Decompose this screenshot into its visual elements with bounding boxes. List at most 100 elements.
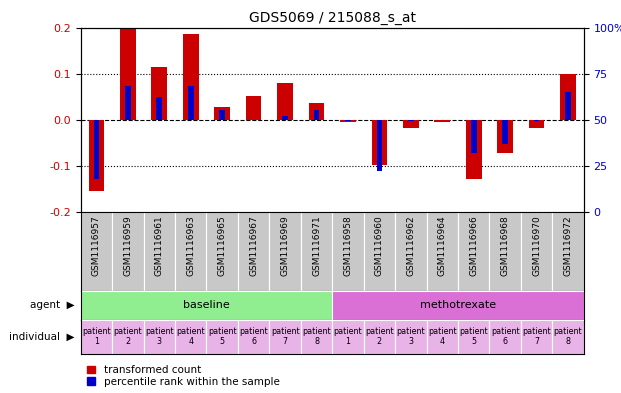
Text: GSM1116960: GSM1116960 — [375, 216, 384, 276]
Text: individual  ▶: individual ▶ — [9, 332, 75, 342]
Bar — [435, 119, 450, 122]
Bar — [521, 212, 552, 290]
Bar — [471, 119, 476, 153]
Bar — [395, 320, 427, 354]
Bar — [403, 119, 419, 128]
Bar — [219, 110, 225, 119]
Bar — [528, 119, 545, 128]
Text: patient
2: patient 2 — [114, 327, 142, 346]
Text: patient
3: patient 3 — [145, 327, 174, 346]
Bar — [489, 320, 521, 354]
Bar — [395, 212, 427, 290]
Bar — [238, 320, 270, 354]
Bar — [238, 212, 270, 290]
Bar — [81, 212, 112, 290]
Text: GSM1116972: GSM1116972 — [563, 216, 573, 276]
Bar — [112, 212, 143, 290]
Bar — [188, 86, 194, 119]
Bar — [89, 119, 104, 191]
Bar — [143, 320, 175, 354]
Bar — [206, 212, 238, 290]
Bar — [458, 212, 489, 290]
Text: GSM1116970: GSM1116970 — [532, 216, 541, 276]
Bar — [214, 107, 230, 119]
Bar — [175, 212, 206, 290]
Bar — [152, 67, 167, 119]
Title: GDS5069 / 215088_s_at: GDS5069 / 215088_s_at — [249, 11, 415, 25]
Bar — [246, 95, 261, 119]
Text: GSM1116958: GSM1116958 — [343, 216, 353, 276]
Text: patient
2: patient 2 — [365, 327, 394, 346]
Bar — [332, 320, 364, 354]
Bar — [340, 119, 356, 122]
Text: patient
7: patient 7 — [271, 327, 299, 346]
Bar — [332, 290, 584, 320]
Bar — [534, 119, 540, 121]
Bar — [502, 119, 508, 143]
Bar — [458, 320, 489, 354]
Bar — [120, 28, 136, 119]
Text: patient
6: patient 6 — [491, 327, 519, 346]
Bar — [565, 92, 571, 119]
Bar — [521, 320, 552, 354]
Text: GSM1116963: GSM1116963 — [186, 216, 195, 276]
Bar — [427, 320, 458, 354]
Text: patient
4: patient 4 — [428, 327, 456, 346]
Text: GSM1116959: GSM1116959 — [124, 216, 132, 276]
Bar — [270, 212, 301, 290]
Text: patient
1: patient 1 — [82, 327, 111, 346]
Text: methotrexate: methotrexate — [420, 300, 496, 310]
Bar — [175, 320, 206, 354]
Bar — [376, 119, 382, 171]
Bar — [364, 320, 395, 354]
Text: agent  ▶: agent ▶ — [30, 300, 75, 310]
Bar — [94, 119, 99, 178]
Bar — [345, 119, 351, 121]
Text: baseline: baseline — [183, 300, 230, 310]
Bar — [112, 320, 143, 354]
Bar — [489, 212, 521, 290]
Bar — [301, 320, 332, 354]
Bar — [309, 103, 324, 119]
Text: GSM1116966: GSM1116966 — [469, 216, 478, 276]
Text: GSM1116965: GSM1116965 — [218, 216, 227, 276]
Text: GSM1116971: GSM1116971 — [312, 216, 321, 276]
Bar — [314, 110, 319, 119]
Text: GSM1116962: GSM1116962 — [406, 216, 415, 276]
Text: GSM1116961: GSM1116961 — [155, 216, 164, 276]
Text: GSM1116969: GSM1116969 — [281, 216, 289, 276]
Bar — [143, 212, 175, 290]
Bar — [466, 119, 481, 180]
Bar — [301, 212, 332, 290]
Text: patient
8: patient 8 — [302, 327, 331, 346]
Text: patient
5: patient 5 — [208, 327, 237, 346]
Bar — [125, 86, 130, 119]
Bar — [283, 116, 288, 119]
Bar — [156, 97, 162, 119]
Bar — [81, 320, 112, 354]
Text: GSM1116968: GSM1116968 — [501, 216, 510, 276]
Bar — [560, 73, 576, 119]
Text: patient
5: patient 5 — [460, 327, 488, 346]
Text: patient
7: patient 7 — [522, 327, 551, 346]
Bar — [552, 320, 584, 354]
Bar — [408, 119, 414, 121]
Text: patient
1: patient 1 — [333, 327, 362, 346]
Text: patient
3: patient 3 — [397, 327, 425, 346]
Bar — [183, 35, 199, 119]
Text: patient
8: patient 8 — [554, 327, 582, 346]
Bar — [427, 212, 458, 290]
Text: GSM1116964: GSM1116964 — [438, 216, 446, 276]
Text: GSM1116957: GSM1116957 — [92, 216, 101, 276]
Bar — [497, 119, 513, 153]
Bar — [552, 212, 584, 290]
Text: patient
6: patient 6 — [239, 327, 268, 346]
Text: patient
4: patient 4 — [176, 327, 205, 346]
Bar — [206, 320, 238, 354]
Legend: transformed count, percentile rank within the sample: transformed count, percentile rank withi… — [86, 364, 281, 388]
Bar — [364, 212, 395, 290]
Bar — [81, 290, 332, 320]
Bar — [371, 119, 388, 165]
Bar — [270, 320, 301, 354]
Bar — [332, 212, 364, 290]
